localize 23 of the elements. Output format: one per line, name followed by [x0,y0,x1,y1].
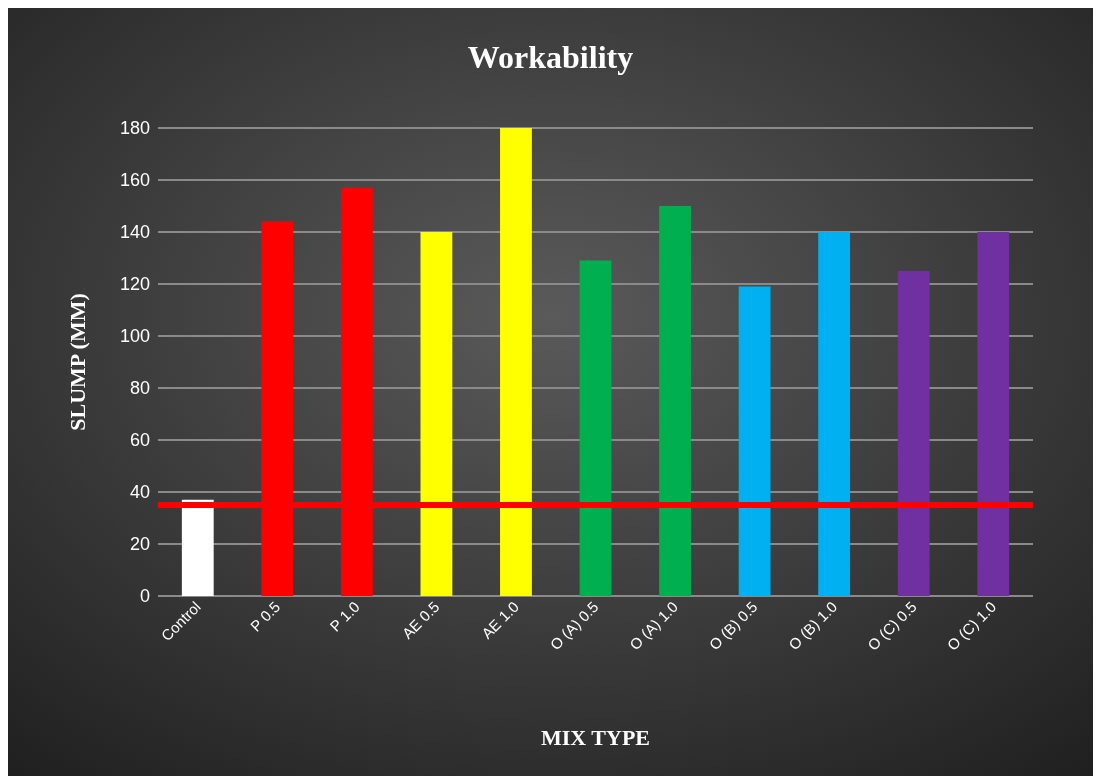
y-tick-label: 140 [119,222,150,242]
x-tick-label: O (C) 1.0 [943,597,1000,654]
y-tick-label: 160 [119,170,150,190]
y-tick-label: 180 [119,118,150,138]
y-tick-label: 0 [139,586,150,606]
y-tick-label: 60 [129,430,150,450]
y-tick-label: 20 [129,534,150,554]
y-tick-label: 80 [129,378,150,398]
x-tick-label: P 0.5 [246,597,284,635]
y-axis-title: SLUMP (MM) [64,293,90,431]
x-axis-title: MIX TYPE [541,724,650,750]
y-tick-label: 120 [119,274,150,294]
x-tick-label: O (A) 0.5 [546,597,602,653]
x-tick-label: O (B) 1.0 [785,597,841,653]
x-tick-label: O (A) 1.0 [626,597,682,653]
y-tick-label: 100 [119,326,150,346]
y-tick-label: 40 [129,482,150,502]
chart-title: Workability [467,39,634,75]
x-tick-label: O (C) 0.5 [864,597,920,654]
x-tick-label: O (B) 0.5 [705,597,761,653]
x-tick-label: AE 1.0 [478,597,522,642]
x-tick-label: AE 0.5 [398,597,443,642]
x-tick-label: P 1.0 [326,597,363,635]
